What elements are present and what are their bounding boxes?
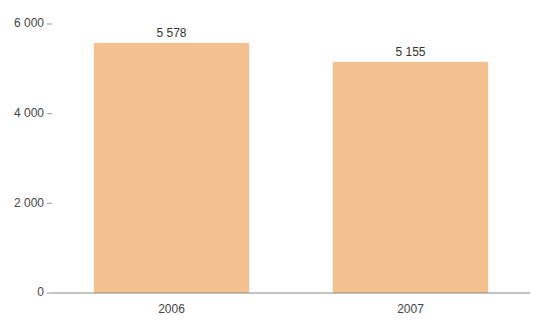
y-axis: 0 2 000 4 000 6 000 xyxy=(14,16,52,299)
x-axis-line xyxy=(52,293,530,294)
data-label: 5 578 xyxy=(156,26,186,40)
y-tick-label: 6 000 xyxy=(14,16,44,30)
y-tick-label: 0 xyxy=(37,285,44,299)
chart: 0 2 000 4 000 6 000 2006 2007 5 578 5 155 xyxy=(0,0,550,329)
y-tick xyxy=(47,113,52,114)
y-tick-label: 4 000 xyxy=(14,106,44,120)
data-label: 5 155 xyxy=(395,45,425,59)
chart-container: 0 2 000 4 000 6 000 2006 2007 5 578 5 155 xyxy=(0,0,550,329)
data-labels: 5 578 5 155 xyxy=(156,26,425,59)
bar xyxy=(94,43,249,293)
y-tick-label: 2 000 xyxy=(14,196,44,210)
bar xyxy=(333,62,488,293)
y-tick xyxy=(47,24,52,25)
y-tick xyxy=(47,293,52,294)
x-tick-label: 2006 xyxy=(158,302,185,316)
bars xyxy=(94,43,488,293)
x-axis: 2006 2007 xyxy=(158,302,424,316)
y-tick xyxy=(47,203,52,204)
x-tick-label: 2007 xyxy=(397,302,424,316)
